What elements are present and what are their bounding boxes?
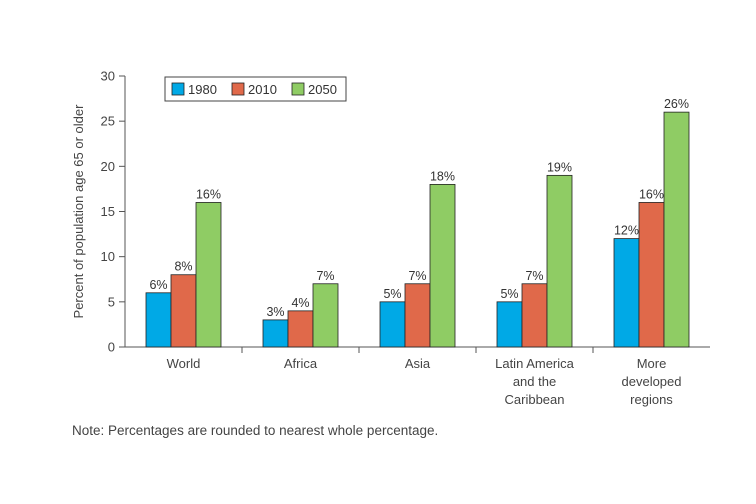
x-category-label: Asia <box>405 356 431 371</box>
data-label-1980: 3% <box>266 305 284 319</box>
data-label-2010: 4% <box>291 296 309 310</box>
y-tick-label: 10 <box>101 249 115 264</box>
legend-swatch-2010 <box>231 82 245 96</box>
data-label-2010: 7% <box>408 269 426 283</box>
legend-label-1980: 1980 <box>188 82 217 97</box>
y-tick-label: 20 <box>101 159 115 174</box>
bar-2010 <box>170 274 197 348</box>
data-label-2050: 26% <box>664 97 689 111</box>
bar-2050 <box>312 283 339 348</box>
data-label-2010: 16% <box>639 187 664 201</box>
y-tick-label: 5 <box>108 294 115 309</box>
legend-label-2050: 2050 <box>308 82 337 97</box>
bar-1980 <box>379 301 406 348</box>
data-label-1980: 6% <box>149 278 167 292</box>
data-label-2050: 18% <box>430 169 455 183</box>
bars: 6% 8% 16% 3% 4% 7% 5% 7% 18% 5% 7% 19% 12% 16% 26% <box>145 97 690 348</box>
data-label-2050: 7% <box>316 269 334 283</box>
x-axis: World Africa Asia Latin America and the Carib… <box>125 346 710 407</box>
legend: 1980 2010 2050 <box>164 76 347 102</box>
data-label-2050: 19% <box>547 160 572 174</box>
y-tick-label: 25 <box>101 114 115 129</box>
x-category-label: More developed regions <box>622 356 682 407</box>
data-label-1980: 12% <box>614 224 639 238</box>
legend-swatch-2050 <box>291 82 305 96</box>
bar-1980 <box>496 301 523 348</box>
data-label-2050: 16% <box>196 187 221 201</box>
bar-2050 <box>546 174 573 348</box>
bar-1980 <box>613 238 640 348</box>
y-tick-label: 30 <box>101 69 115 84</box>
bar-2010 <box>287 310 314 348</box>
bar-1980 <box>262 319 289 348</box>
bar-2010 <box>521 283 548 348</box>
x-category-label: Latin America and the Caribbean <box>495 356 575 407</box>
footnote: Note: Percentages are rounded to nearest… <box>72 423 439 438</box>
bar-2050 <box>195 202 222 348</box>
bar-2010 <box>404 283 431 348</box>
y-axis: 0 5 10 15 20 25 30 Percent of population age 65… <box>71 69 126 355</box>
data-label-2010: 7% <box>525 269 543 283</box>
bar-1980 <box>145 292 172 348</box>
data-label-2010: 8% <box>174 260 192 274</box>
y-axis-title: Percent of population age 65 or older <box>71 104 86 319</box>
bar-2050 <box>429 183 456 348</box>
legend-box <box>164 76 347 102</box>
legend-swatch-1980 <box>171 82 185 96</box>
legend-label-2010: 2010 <box>248 82 277 97</box>
y-tick-label: 15 <box>101 204 115 219</box>
data-label-1980: 5% <box>383 287 401 301</box>
x-category-label: World <box>167 356 201 371</box>
x-category-label: Africa <box>284 356 318 371</box>
data-label-1980: 5% <box>500 287 518 301</box>
y-tick-label: 0 <box>108 340 115 355</box>
bar-2050 <box>663 111 690 348</box>
bar-2010 <box>638 202 665 348</box>
